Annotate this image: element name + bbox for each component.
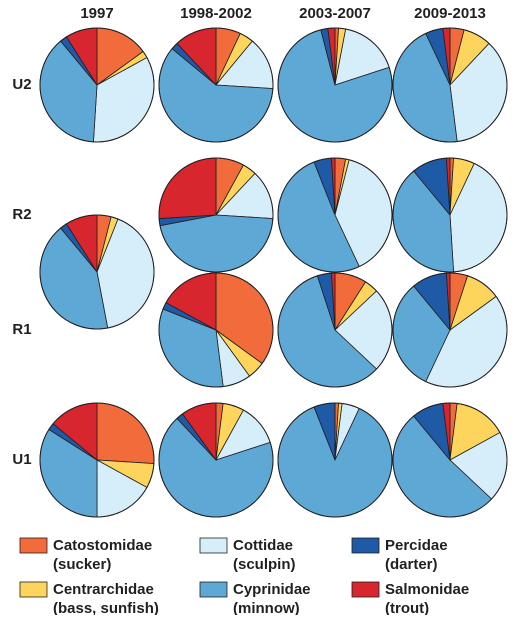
- row-label: R1: [12, 321, 31, 338]
- legend-label: Salmonidae: [385, 581, 469, 598]
- legend-note: (darter): [385, 556, 438, 573]
- legend-swatch: [19, 581, 48, 598]
- pie-outline: [277, 402, 393, 518]
- pie-outline: [277, 27, 393, 143]
- legend-label: Cyprinidae: [233, 581, 311, 598]
- pie-outline: [392, 402, 508, 518]
- legend-swatch: [19, 537, 48, 554]
- legend-note: (sucker): [53, 556, 111, 573]
- pie-outline: [158, 272, 274, 388]
- pie-outline: [277, 157, 393, 273]
- legend-label: Centrarchidae: [53, 581, 154, 598]
- legend-label: Percidae: [385, 537, 448, 554]
- row-label: R2: [12, 206, 31, 223]
- pie-outline: [39, 27, 155, 143]
- row-label: U1: [12, 451, 31, 468]
- legend-swatch: [351, 581, 380, 598]
- pie-outline: [392, 27, 508, 143]
- legend-note: (minnow): [233, 600, 300, 615]
- pie-outline: [39, 214, 155, 330]
- pie-slice: [96, 402, 155, 465]
- legend-note: (bass, sunfish): [53, 600, 159, 615]
- pie-outline: [158, 157, 274, 273]
- legend-swatch: [199, 537, 228, 554]
- legend-note: (trout): [385, 600, 429, 615]
- column-label: 2003-2007: [299, 5, 371, 22]
- legend-swatch: [199, 581, 228, 598]
- column-label: 2009-2013: [414, 5, 486, 22]
- legend-label: Catostomidae: [53, 537, 152, 554]
- pie-outline: [392, 272, 508, 388]
- pie-outline: [158, 27, 274, 143]
- pie-outline: [158, 402, 274, 518]
- pie-slice: [158, 157, 217, 220]
- pie-outline: [277, 272, 393, 388]
- pie-slice: [159, 214, 274, 273]
- legend-swatch: [351, 537, 380, 554]
- column-label: 1997: [80, 5, 113, 22]
- pie-outline: [392, 157, 508, 273]
- column-label: 1998-2002: [180, 5, 252, 22]
- legend-note: (sculpin): [233, 556, 296, 573]
- legend-label: Cottidae: [233, 537, 293, 554]
- pie-outline: [39, 402, 155, 518]
- row-label: U2: [12, 76, 31, 93]
